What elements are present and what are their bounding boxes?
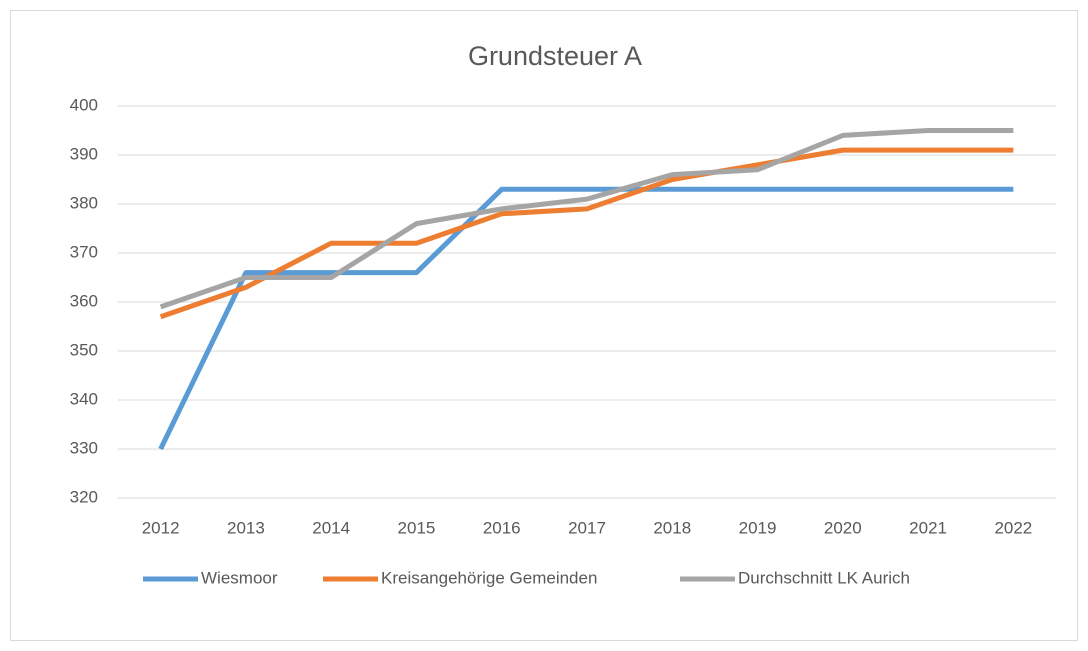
x-tick-label: 2018	[653, 518, 691, 537]
x-tick-label: 2013	[227, 518, 265, 537]
line-series	[159, 147, 1014, 320]
line-series	[159, 128, 1014, 310]
legend-label: Durchschnitt LK Aurich	[738, 568, 910, 587]
x-tick-label: 2017	[568, 518, 606, 537]
y-tick-label: 390	[70, 144, 98, 163]
y-tick-label: 380	[70, 193, 98, 212]
y-tick-label: 400	[70, 95, 98, 114]
chart-border	[10, 10, 1078, 641]
x-tick-label: 2015	[398, 518, 436, 537]
y-tick-label: 370	[70, 242, 98, 261]
x-tick-label: 2012	[142, 518, 180, 537]
y-tick-label: 320	[70, 487, 98, 506]
legend-label: Wiesmoor	[201, 568, 278, 587]
x-tick-label: 2016	[483, 518, 521, 537]
y-tick-label: 330	[70, 438, 98, 457]
x-tick-label: 2019	[739, 518, 777, 537]
x-tick-label: 2021	[909, 518, 947, 537]
y-tick-label: 340	[70, 389, 98, 408]
x-tick-label: 2022	[994, 518, 1032, 537]
line-series	[158, 186, 1014, 451]
y-tick-label: 350	[70, 340, 98, 359]
legend-label: Kreisangehörige Gemeinden	[381, 568, 597, 587]
y-tick-label: 360	[70, 291, 98, 310]
x-tick-label: 2014	[312, 518, 350, 537]
chart-title: Grundsteuer A	[468, 41, 642, 71]
x-tick-label: 2020	[824, 518, 862, 537]
